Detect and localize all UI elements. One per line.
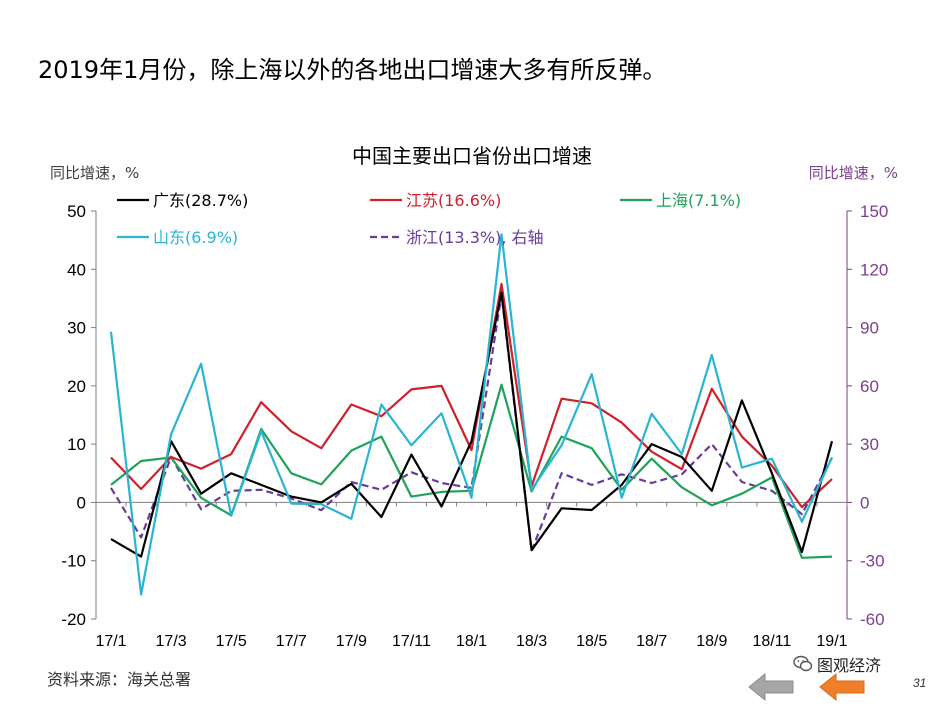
left-tick-label: -20 — [61, 610, 86, 629]
left-tick-label: 30 — [67, 319, 86, 338]
series-line-shandong — [109, 233, 833, 596]
previous-slide-button[interactable] — [747, 672, 797, 702]
chart-title: 中国主要出口省份出口增速 — [352, 144, 592, 168]
legend-label-guangdong: 广东(28.7%) — [153, 191, 248, 210]
legend-label-shanghai: 上海(7.1%) — [656, 191, 741, 210]
x-tick-label: 19/1 — [816, 633, 847, 650]
watermark-text: 图观经济 — [817, 656, 882, 675]
legend-label-zhejiang: 浙江(13.3%), 右轴 — [406, 228, 544, 247]
left-axis-label: 同比增速，% — [50, 164, 139, 182]
arrow-left-icon — [748, 672, 794, 702]
right-tick-label: 150 — [860, 202, 888, 221]
left-tick-label: 50 — [67, 202, 86, 221]
left-tick-label: 40 — [67, 260, 86, 279]
x-tick-label: 18/7 — [636, 633, 667, 650]
source-note: 资料来源：海关总署 — [47, 670, 192, 689]
x-tick-label: 17/3 — [156, 633, 187, 650]
slide-title: 2019年1月份，除上海以外的各地出口增速大多有所反弹。 — [38, 56, 667, 84]
series-line-zhejiang — [110, 293, 833, 553]
right-tick-label: -60 — [860, 610, 885, 629]
left-tick-label: 0 — [77, 493, 86, 512]
right-tick-label: -30 — [860, 552, 885, 571]
right-tick-label: 90 — [860, 319, 879, 338]
next-slide-button[interactable] — [818, 672, 868, 702]
x-tick-label: 18/11 — [752, 633, 791, 650]
right-axis-label: 同比增速，% — [809, 164, 898, 182]
series-line-shanghai — [110, 383, 833, 559]
left-tick-label: 10 — [67, 435, 86, 454]
legend-label-shandong: 山东(6.9%) — [153, 228, 238, 247]
right-tick-label: 120 — [860, 260, 888, 279]
right-tick-label: 30 — [860, 435, 879, 454]
series-line-jiangsu — [110, 282, 833, 509]
x-tick-label: 17/1 — [95, 633, 126, 650]
x-tick-label: 18/5 — [576, 633, 607, 650]
right-tick-label: 0 — [860, 493, 869, 512]
left-tick-label: 20 — [67, 377, 86, 396]
legend-label-jiangsu: 江苏(16.6%) — [406, 191, 501, 210]
wechat-icon — [793, 655, 813, 672]
x-tick-label: 18/1 — [456, 633, 487, 650]
arrow-left-orange-icon — [819, 672, 865, 702]
x-tick-label: 17/7 — [276, 633, 307, 650]
page-number: 31 — [913, 676, 927, 690]
x-tick-label: 17/9 — [336, 633, 367, 650]
watermark: 图观经济 — [793, 652, 881, 676]
right-tick-label: 60 — [860, 377, 879, 396]
series-line-guangdong — [110, 291, 834, 558]
left-tick-label: -10 — [61, 552, 86, 571]
x-tick-label: 17/5 — [216, 633, 247, 650]
x-tick-label: 17/11 — [392, 633, 431, 650]
x-tick-label: 18/9 — [696, 633, 727, 650]
x-tick-label: 18/3 — [516, 633, 547, 650]
